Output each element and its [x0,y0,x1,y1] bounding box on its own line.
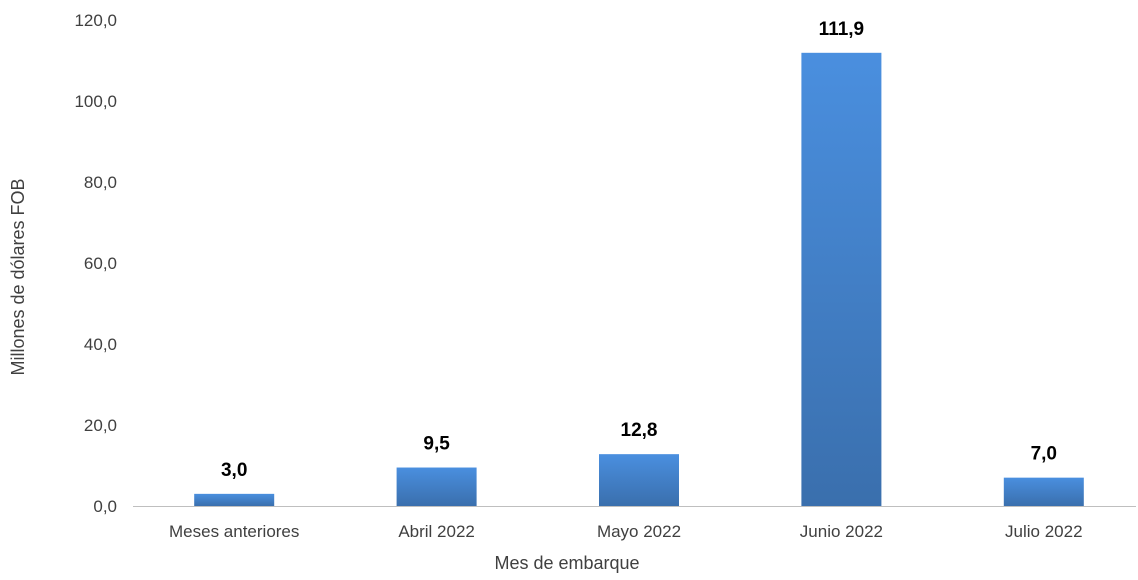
y-tick-label: 60,0 [84,254,117,273]
bar-value-label: 3,0 [221,460,247,481]
y-axis-title: Millones de dólares FOB [8,178,28,375]
bars-group [194,52,1084,507]
x-axis-ticks: Meses anteriores Abril 2022 Mayo 2022 Junio… [169,522,1083,541]
bar-value-label: 9,5 [423,434,450,455]
bar [599,454,679,506]
y-tick-label: 120,0 [74,11,117,30]
y-tick-label: 20,0 [84,416,117,435]
bar-value-label: 12,8 [621,420,658,441]
x-tick-label: Junio 2022 [800,522,883,541]
bar-value-label: 7,0 [1031,444,1057,465]
x-tick-label: Mayo 2022 [597,522,681,541]
y-tick-label: 0,0 [93,497,117,516]
bar [396,467,477,506]
data-labels-group: 3,0 9,5 12,8 111,9 7,0 [221,19,1057,481]
bar [194,493,275,506]
bar-value-label: 111,9 [819,19,864,40]
x-axis-title: Mes de embarque [494,553,639,573]
y-tick-label: 100,0 [74,92,117,111]
y-tick-label: 40,0 [84,335,117,354]
x-tick-label: Abril 2022 [398,522,475,541]
x-tick-label: Meses anteriores [169,522,299,541]
y-axis-ticks: 0,0 20,0 40,0 60,0 80,0 100,0 120,0 [74,11,117,516]
bar [801,52,882,507]
y-tick-label: 80,0 [84,173,117,192]
x-tick-label: Julio 2022 [1005,522,1083,541]
bar [1003,477,1084,506]
